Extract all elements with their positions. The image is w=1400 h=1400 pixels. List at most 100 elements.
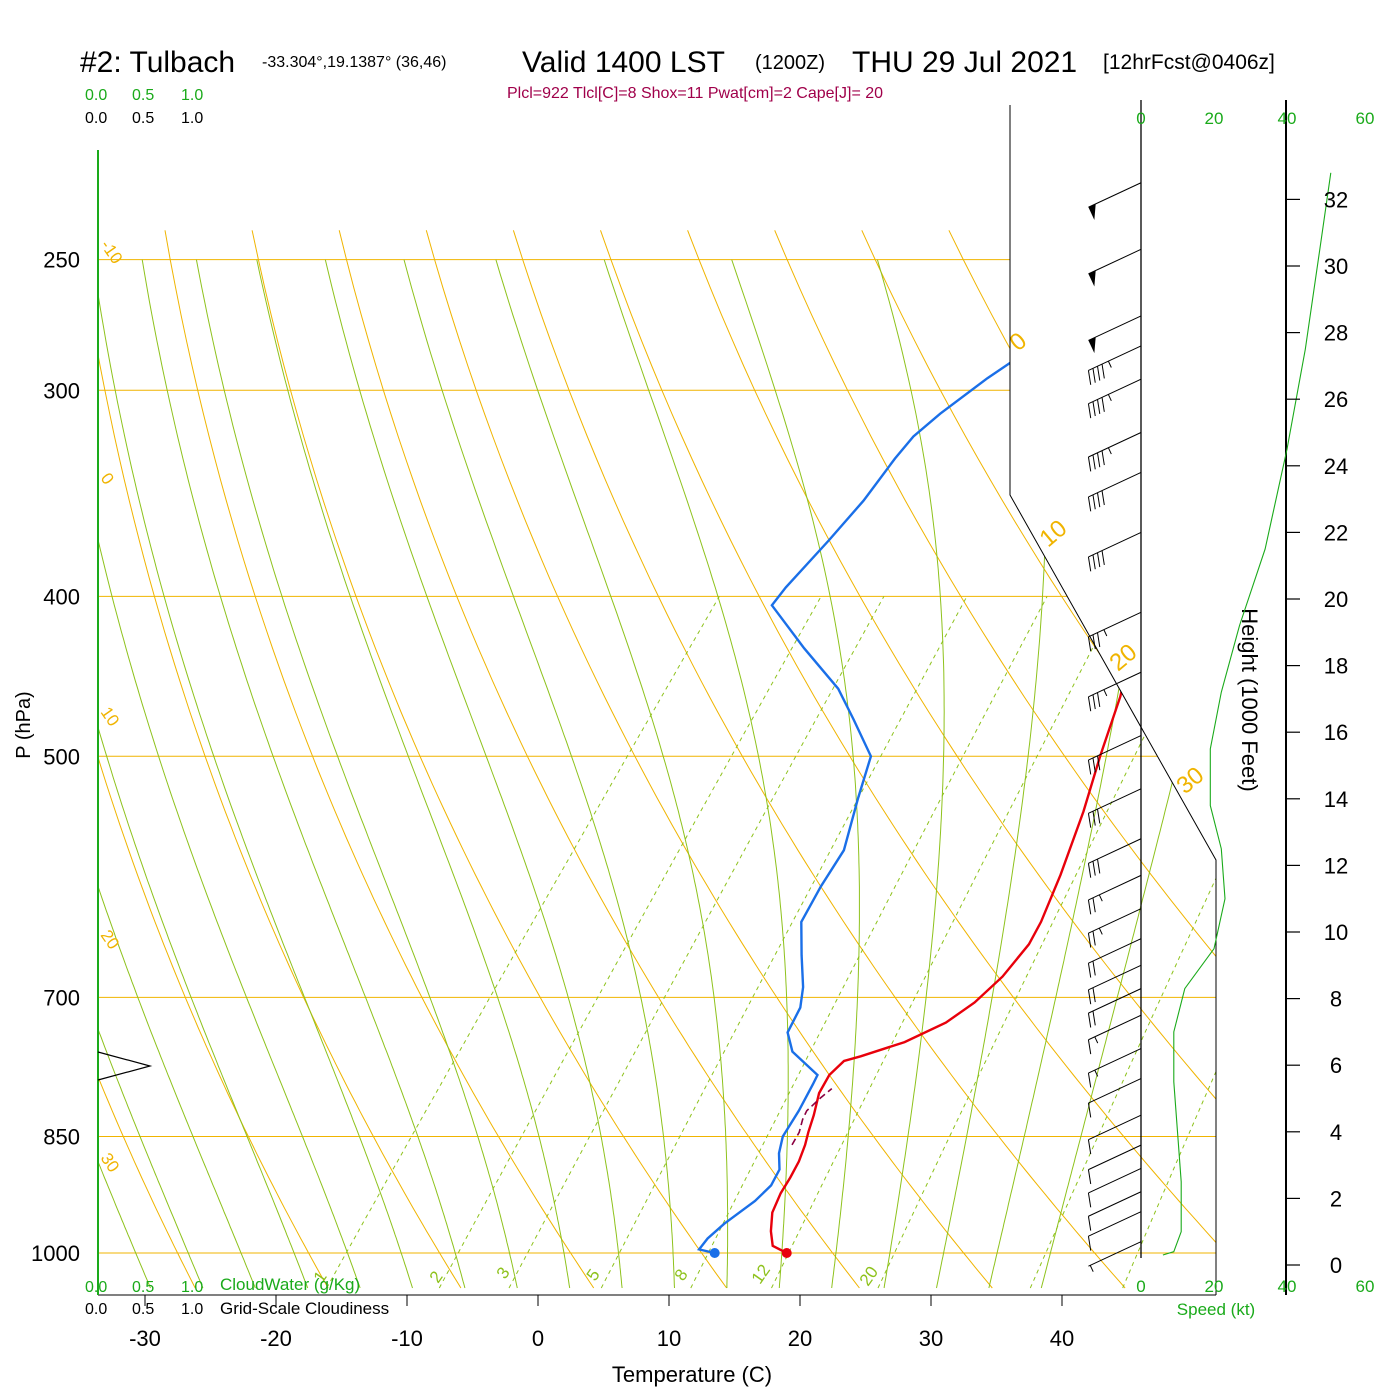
barb-feather [1101,450,1105,466]
barb-feather [1097,552,1101,568]
y-tick-label: 850 [43,1125,80,1150]
barb-feather [1087,636,1092,652]
sounding-profiles [696,300,1133,1258]
barb-feather [1097,809,1101,824]
dry-adiabats [98,230,1216,1289]
barb-feather [1097,399,1101,414]
moist-adiabat [1040,259,1216,1289]
speed-tick-label-top: 40 [1278,109,1297,128]
barb-staff [1088,1078,1142,1104]
mixing-ratio-label: 12 [748,1261,774,1287]
barb-staff [1088,315,1142,341]
y-tick-label: 400 [43,584,80,609]
moist-adiabat [195,259,518,1289]
moist-adiabat [98,259,256,1289]
height-tick-label: 32 [1324,187,1348,212]
mixing-ratio-line [877,596,1215,1289]
barb-feather [1092,1010,1096,1026]
dewpoint-line [696,300,1101,1255]
x-axis-ticks: -30 -20 -10 0 10 20 30 40 [129,1295,1074,1351]
barb-feather [1087,813,1092,828]
dry-adiabat-label: 20 [97,926,123,952]
dry-adiabat [774,230,1216,1289]
moist-adiabat [988,259,1170,1289]
speed-tick-label-bottom: 60 [1356,1277,1375,1296]
height-tick-label: 10 [1324,920,1348,945]
speed-label: Speed (kt) [1177,1300,1255,1319]
zulu-time: (1200Z) [755,52,825,74]
moist-adiabat [403,259,675,1289]
moist-adiabat-label: 30 [1172,762,1210,800]
barb-half-feather [1103,629,1108,637]
height-tick-label: 14 [1324,787,1348,812]
height-tick-label: 16 [1324,720,1348,745]
mixing-ratio-label: 2 [426,1268,447,1287]
barb-feather [1097,452,1101,468]
barb-half-feather [1107,394,1112,401]
moist-adiabat-label: 0 [1005,327,1033,356]
barb-feather [1087,403,1092,419]
y-axis-label: P (hPa) [13,691,35,758]
speed-tick-label-bottom: 40 [1278,1277,1297,1296]
barb-staff [1088,345,1142,371]
height-axis-label: Height (1000 Feet) [1237,608,1262,791]
wind-barb [1087,838,1142,878]
wind-barb [1088,315,1142,354]
height-tick-label: 24 [1324,454,1348,479]
wind-barb [1088,1241,1142,1272]
barb-feather [1092,454,1096,470]
barb-feather [1101,550,1105,566]
barb-staff [1088,938,1142,964]
barb-half-feather [1107,447,1112,455]
height-tick-label: 26 [1324,387,1348,412]
barb-staff [1088,432,1142,458]
barb-feather [1092,811,1096,826]
barb-feather [1087,1236,1092,1251]
surface-dewpoint-dot [709,1248,720,1258]
height-tick-label: 22 [1324,520,1348,545]
wind-barb [1087,432,1142,472]
wind-barb [1087,988,1142,1028]
barb-feather [1087,496,1092,512]
mixing-ratio-label: 20 [856,1263,882,1289]
moist-adiabat [324,259,623,1289]
dry-adiabat [98,230,462,1289]
moist-adiabat [141,259,466,1289]
barb-feather [1092,987,1096,1003]
wind-barb [1087,1114,1142,1155]
barb-feather [1087,933,1092,948]
wind-barb [1087,788,1142,828]
y-tick-label: 500 [43,744,80,769]
barb-feather [1087,989,1092,1005]
wind-speed-curve [1162,172,1332,1256]
barb-staff [1088,1114,1142,1141]
moist-adiabat [98,259,361,1289]
moist-adiabat-label: 20 [1105,639,1143,677]
barb-feather [1087,1216,1092,1231]
wind-barb [1087,1014,1142,1055]
barb-feather [1087,1013,1092,1028]
y-tick-label: 250 [43,248,80,273]
cw-scale-05-top: 0.5 [132,87,154,104]
moist-adiabat [98,259,309,1289]
barb-feather [1087,1139,1092,1155]
x-tick-label: -20 [260,1326,292,1351]
barb-staff [1088,874,1142,901]
barb-staff [1088,248,1142,275]
barb-staff [1088,182,1142,208]
x-tick-label: 20 [788,1326,812,1351]
moist-adiabat [98,259,151,1289]
barb-feather [1087,1192,1092,1208]
gsc-scale-05-bottom: 0.5 [132,1301,154,1318]
barb-staff [1088,1144,1142,1171]
barb-staff [1088,531,1142,558]
barb-staff [1088,908,1142,934]
wind-barb [1087,531,1142,572]
barb-feather [1087,556,1092,572]
moist-adiabat [603,259,789,1289]
temperature-line [769,314,1133,1255]
